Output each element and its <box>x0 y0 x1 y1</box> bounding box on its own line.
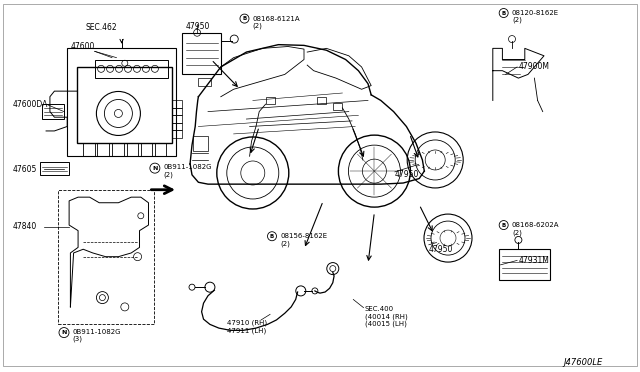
Text: 47931M: 47931M <box>518 256 549 265</box>
Text: SEC.462: SEC.462 <box>85 23 117 32</box>
Bar <box>112 143 124 156</box>
Text: B: B <box>270 234 274 239</box>
Text: 08120-8162E
(2): 08120-8162E (2) <box>512 10 559 23</box>
Bar <box>83 143 95 156</box>
Text: 47950: 47950 <box>429 245 453 254</box>
Bar <box>97 143 109 156</box>
Bar <box>95 60 168 78</box>
Text: SEC.400
(40014 (RH)
(40015 (LH): SEC.400 (40014 (RH) (40015 (LH) <box>365 307 408 327</box>
Text: B: B <box>502 10 506 16</box>
Text: N: N <box>61 330 67 335</box>
Text: B: B <box>502 222 506 228</box>
Text: J47600LE: J47600LE <box>563 358 602 367</box>
Bar <box>172 123 182 130</box>
Text: 47600DA: 47600DA <box>13 100 48 109</box>
Text: 47900M: 47900M <box>518 62 549 71</box>
Bar <box>172 100 182 108</box>
Text: 47840: 47840 <box>13 222 37 231</box>
Bar <box>141 143 152 156</box>
Bar <box>67 48 176 156</box>
Bar <box>155 143 166 156</box>
Bar <box>42 104 64 119</box>
Bar <box>266 97 275 104</box>
Bar <box>127 143 138 156</box>
Text: 47950: 47950 <box>186 22 210 31</box>
Bar <box>77 67 172 143</box>
Bar <box>40 162 69 175</box>
Text: 47605: 47605 <box>13 165 37 174</box>
Text: 08168-6121A
(2): 08168-6121A (2) <box>253 16 300 29</box>
Bar <box>172 108 182 115</box>
Text: N: N <box>152 166 157 171</box>
Bar <box>182 33 221 74</box>
Text: 47950: 47950 <box>395 170 419 179</box>
Text: 47910 (RH)
47911 (LH): 47910 (RH) 47911 (LH) <box>227 320 268 334</box>
Text: B: B <box>243 16 246 21</box>
Bar <box>333 103 342 110</box>
Bar <box>172 115 182 123</box>
Text: 47600: 47600 <box>70 42 95 51</box>
Text: 08168-6202A
(2): 08168-6202A (2) <box>512 222 559 235</box>
Bar <box>172 130 182 138</box>
Bar <box>499 249 550 280</box>
Text: 0B911-1082G
(2): 0B911-1082G (2) <box>163 164 212 178</box>
Bar <box>198 78 211 86</box>
Text: 08156-8162E
(2): 08156-8162E (2) <box>280 233 328 247</box>
Bar <box>58 190 154 324</box>
Bar <box>193 136 208 151</box>
Bar <box>317 97 326 104</box>
Text: 0B911-1082G
(3): 0B911-1082G (3) <box>72 329 121 342</box>
